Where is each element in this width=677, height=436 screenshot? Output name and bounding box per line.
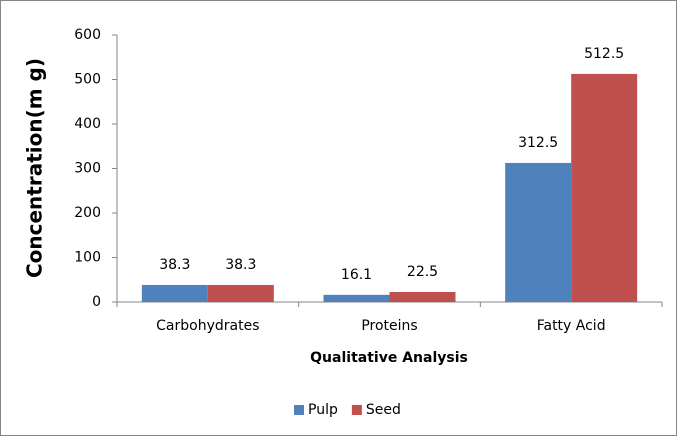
x-tick-label: Fatty Acid	[537, 318, 606, 334]
value-label: 38.3	[225, 257, 256, 273]
legend-label: Pulp	[308, 402, 338, 418]
y-tick-label: 600	[74, 27, 101, 43]
bar	[207, 284, 274, 302]
y-tick-label: 100	[74, 250, 101, 266]
y-tick-label: 500	[74, 72, 101, 88]
y-tick-label: 300	[74, 161, 101, 177]
y-tick-label: 400	[74, 116, 101, 132]
bar	[141, 284, 208, 302]
value-label: 312.5	[518, 135, 558, 151]
legend-label: Seed	[366, 402, 401, 418]
y-tick-label: 200	[74, 205, 101, 221]
value-label: 512.5	[584, 46, 624, 62]
y-axis-title: Concentration(m g)	[23, 58, 47, 278]
bar	[505, 162, 572, 302]
x-axis-title: Qualitative Analysis	[310, 350, 468, 366]
value-label: 38.3	[159, 257, 190, 273]
legend-swatch	[351, 405, 362, 415]
x-tick-label: Carbohydrates	[156, 318, 259, 334]
legend-swatch	[294, 405, 304, 415]
y-tick-label: 0	[92, 294, 101, 310]
bar	[323, 294, 390, 302]
x-tick-label: Proteins	[361, 318, 417, 334]
value-label: 16.1	[341, 267, 372, 283]
value-label: 22.5	[407, 264, 438, 280]
bar	[571, 73, 638, 302]
bar	[389, 291, 456, 302]
